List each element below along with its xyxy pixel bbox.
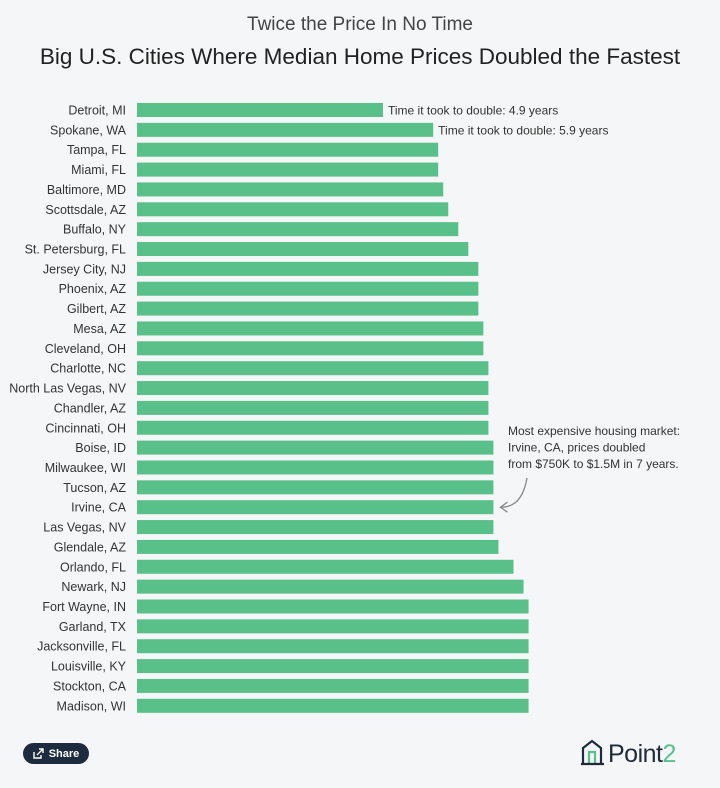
bar-chandler-az (137, 400, 489, 415)
bar-baltimore-md (137, 182, 444, 197)
bar-jacksonville-fl (137, 639, 529, 654)
bar-buffalo-ny (137, 222, 459, 237)
share-label: Share (48, 747, 80, 760)
category-label-chandler-az: Chandler, AZ (54, 401, 127, 415)
bar-louisville-ky (137, 659, 529, 674)
category-label-tucson-az: Tucson, AZ (63, 481, 126, 495)
category-label-garland-tx: Garland, TX (59, 620, 127, 634)
chart-title: Big U.S. Cities Where Median Home Prices… (39, 44, 681, 69)
bar-charlotte-nc (137, 361, 489, 376)
category-label-cincinnati-oh: Cincinnati, OH (45, 421, 126, 435)
share-button[interactable]: Share (23, 743, 89, 764)
category-label-phoenix-az: Phoenix, AZ (59, 282, 127, 296)
annotation-arrow (501, 477, 528, 508)
category-label-buffalo-ny: Buffalo, NY (63, 223, 127, 237)
logo-suffix: 2 (662, 740, 676, 768)
bar-fort-wayne-in (137, 599, 529, 614)
category-label-mesa-az: Mesa, AZ (73, 322, 126, 336)
annotation-line-1: Most expensive housing market: (508, 424, 680, 438)
category-label-st-petersburg-fl: St. Petersburg, FL (25, 243, 126, 257)
category-label-jacksonville-fl: Jacksonville, FL (37, 640, 126, 654)
category-label-orlando-fl: Orlando, FL (60, 560, 126, 574)
bar-garland-tx (137, 619, 529, 634)
bar-label-detroit-mi: Time it took to double: 4.9 years (388, 104, 558, 118)
category-label-baltimore-md: Baltimore, MD (47, 183, 126, 197)
category-label-madison-wi: Madison, WI (57, 699, 126, 713)
bar-irvine-ca (137, 500, 494, 515)
bar-tampa-fl (137, 142, 439, 157)
category-label-fort-wayne-in: Fort Wayne, IN (42, 600, 126, 614)
category-label-jersey-city-nj: Jersey City, NJ (43, 262, 126, 276)
category-label-gilbert-az: Gilbert, AZ (67, 302, 126, 316)
bar-madison-wi (137, 698, 529, 713)
bar-jersey-city-nj (137, 261, 479, 276)
category-label-glendale-az: Glendale, AZ (54, 540, 127, 554)
category-label-milwaukee-wi: Milwaukee, WI (45, 461, 126, 475)
category-label-louisville-ky: Louisville, KY (51, 660, 127, 674)
bar-detroit-mi (137, 103, 383, 117)
annotation-line-2: Irvine, CA, prices doubled (508, 441, 645, 455)
share-icon (33, 748, 44, 759)
bar-orlando-fl (137, 559, 514, 574)
annotation-arrowhead (499, 501, 508, 513)
bar-st-petersburg-fl (137, 242, 469, 257)
category-label-scottsdale-az: Scottsdale, AZ (45, 203, 126, 217)
bar-north-las-vegas-nv (137, 381, 489, 396)
bar-milwaukee-wi (137, 460, 494, 475)
category-label-detroit-mi: Detroit, MI (68, 104, 126, 118)
chart-subtitle: Twice the Price In No Time (247, 14, 473, 35)
bar-spokane-wa (137, 122, 434, 137)
logo-word: Point (608, 740, 663, 768)
bar-cleveland-oh (137, 341, 484, 356)
category-label-irvine-ca: Irvine, CA (71, 501, 127, 515)
bar-chart: Detroit, MI Spokane, WA Tampa, FL Miami, FL… (9, 103, 680, 713)
house-logo-icon (580, 738, 606, 771)
bar-stockton-ca (137, 678, 529, 693)
category-label-miami-fl: Miami, FL (71, 163, 126, 177)
bar-newark-nj (137, 579, 524, 594)
annotation-line-3: from $750K to $1.5M in 7 years. (508, 457, 679, 471)
bar-cincinnati-oh (137, 420, 489, 435)
category-label-spokane-wa: Spokane, WA (50, 123, 127, 137)
bar-glendale-az (137, 539, 499, 554)
category-label-newark-nj: Newark, NJ (61, 580, 126, 594)
category-label-boise-id: Boise, ID (75, 441, 126, 455)
category-label-north-las-vegas-nv: North Las Vegas, NV (9, 382, 126, 396)
bar-gilbert-az (137, 301, 479, 316)
category-label-cleveland-oh: Cleveland, OH (45, 342, 126, 356)
bar-mesa-az (137, 321, 484, 336)
logo-text: Point2 (608, 740, 676, 769)
bar-scottsdale-az (137, 202, 449, 217)
bar-label-spokane-wa: Time it took to double: 5.9 years (438, 123, 608, 137)
bar-miami-fl (137, 162, 439, 177)
point2-logo: Point2 (580, 738, 676, 771)
bar-tucson-az (137, 480, 494, 495)
category-label-las-vegas-nv: Las Vegas, NV (43, 521, 126, 535)
bar-las-vegas-nv (137, 520, 494, 535)
category-label-charlotte-nc: Charlotte, NC (50, 362, 126, 376)
category-label-stockton-ca: Stockton, CA (53, 679, 127, 693)
bar-phoenix-az (137, 281, 479, 296)
bar-boise-id (137, 440, 494, 455)
category-label-tampa-fl: Tampa, FL (67, 143, 126, 157)
